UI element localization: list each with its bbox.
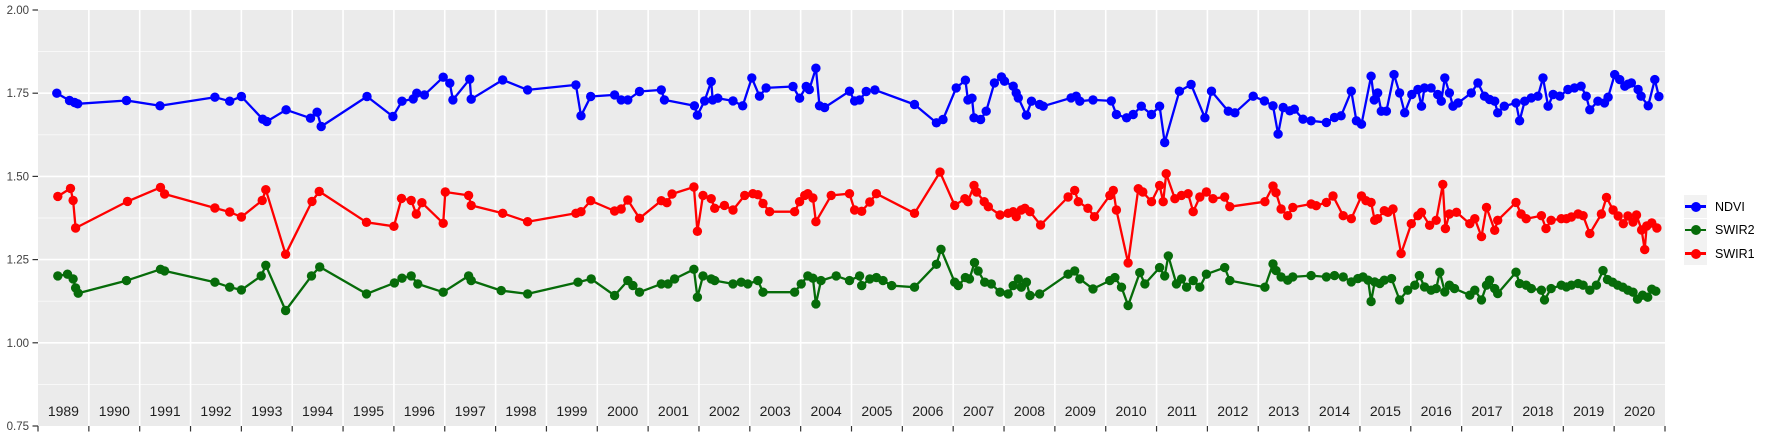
- x-tick-label: 2018: [1522, 403, 1553, 419]
- x-tick-label: 2004: [811, 403, 842, 419]
- x-tick-label: 2017: [1471, 403, 1502, 419]
- x-tick-label: 2015: [1370, 403, 1401, 419]
- y-tick-label: 0.75: [7, 421, 29, 433]
- x-tick-label: 2010: [1116, 403, 1147, 419]
- ndvi-point-glyph-icon: [1690, 201, 1701, 212]
- y-tick-label: 1.25: [7, 255, 29, 267]
- legend-item-ndvi: NDVI: [1684, 195, 1755, 219]
- x-axis-labels: 1989 1990 1991 1992 1993 1994 1995 1996 1997 1998…: [48, 403, 1656, 419]
- y-tick-label: 1.75: [7, 88, 29, 100]
- x-tick-label: 2009: [1065, 403, 1096, 419]
- legend-key-swir1: [1684, 242, 1707, 266]
- x-tick-label: 1997: [455, 403, 486, 419]
- x-tick-label: 1992: [200, 403, 231, 419]
- x-tick-label: 2000: [607, 403, 638, 419]
- x-axis-ticks: [37, 426, 1666, 432]
- x-tick-label: 2005: [861, 403, 892, 419]
- x-tick-label: 2011: [1167, 403, 1197, 419]
- swir1-point-glyph-icon: [1690, 248, 1701, 259]
- x-tick-label: 1995: [353, 403, 384, 419]
- x-tick-label: 2014: [1319, 403, 1350, 419]
- x-tick-label: 1990: [99, 403, 130, 419]
- legend-label-ndvi: NDVI: [1715, 199, 1745, 214]
- swir2-point-glyph-icon: [1690, 225, 1701, 236]
- legend-key-ndvi: [1684, 195, 1707, 219]
- x-tick-label: 1996: [404, 403, 435, 419]
- x-tick-label: 1989: [48, 403, 79, 419]
- y-tick-label: 1.00: [7, 338, 29, 350]
- y-tick-label: 2.00: [7, 5, 29, 17]
- x-tick-label: 2006: [912, 403, 943, 419]
- x-tick-label: 2001: [658, 403, 689, 419]
- legend: NDVI SWIR2 SWIR1: [1684, 195, 1755, 266]
- x-tick-label: 1998: [505, 403, 536, 419]
- legend-item-swir2: SWIR2: [1684, 218, 1755, 243]
- x-tick-label: 2012: [1217, 403, 1248, 419]
- x-tick-label: 1994: [302, 403, 333, 419]
- legend-label-swir2: SWIR2: [1715, 223, 1755, 238]
- series-ndvi: [52, 63, 1664, 148]
- x-tick-label: 2002: [709, 403, 740, 419]
- y-axis-labels: 2.00 1.75 1.50 1.25 1.00 0.75: [7, 5, 29, 433]
- y-axis-ticks: [32, 9, 38, 427]
- y-tick-label: 1.50: [7, 171, 29, 183]
- x-tick-label: 2008: [1014, 403, 1045, 419]
- x-tick-label: 2016: [1421, 403, 1452, 419]
- x-tick-label: 2007: [963, 403, 994, 419]
- series-swir1: [53, 167, 1662, 268]
- x-tick-label: 1993: [251, 403, 282, 419]
- x-tick-label: 1991: [150, 403, 181, 419]
- legend-item-swir1: SWIR1: [1684, 242, 1755, 266]
- legend-label-swir1: SWIR1: [1715, 246, 1755, 261]
- series-swir2: [53, 244, 1661, 316]
- x-tick-label: 2013: [1268, 403, 1299, 419]
- x-tick-label: 2019: [1573, 403, 1604, 419]
- legend-key-swir2: [1684, 218, 1707, 242]
- x-tick-label: 2003: [760, 403, 791, 419]
- x-tick-label: 2020: [1624, 403, 1655, 419]
- x-tick-label: 1999: [556, 403, 587, 419]
